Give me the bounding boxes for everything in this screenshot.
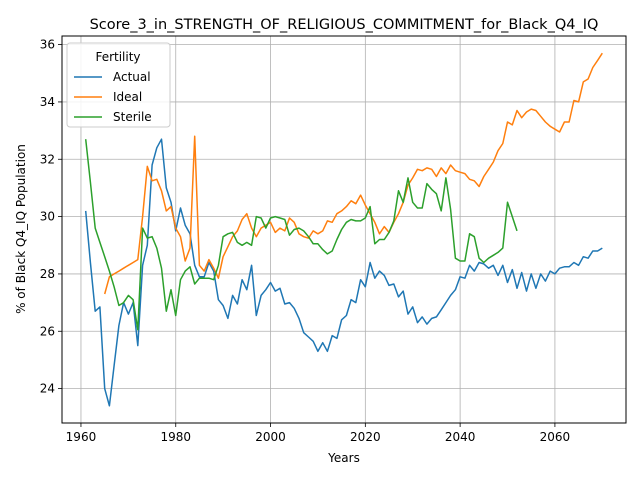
y-tick-label: 30 — [40, 210, 55, 224]
plot-frame — [61, 35, 627, 424]
x-tick-label: 1960 — [66, 430, 97, 444]
axes: 1960 1980 2000 2020 2040 2060 24 26 28 30 32 34 36 — [40, 38, 570, 444]
plot-series — [84, 52, 603, 407]
y-tick-label: 32 — [40, 152, 55, 166]
x-tick-label: 2020 — [350, 430, 381, 444]
y-axis-label: % of Black Q4_IQ Population — [14, 144, 28, 314]
y-tick-label: 24 — [40, 382, 55, 396]
legend: Fertility Actual Ideal Sterile — [66, 42, 171, 128]
y-tick-label: 26 — [40, 324, 55, 338]
x-tick-label: 2040 — [445, 430, 476, 444]
x-tick-label: 2000 — [255, 430, 286, 444]
series-line-sterile — [84, 139, 518, 331]
series-line-ideal — [103, 52, 603, 295]
x-axis-label: Years — [327, 451, 360, 465]
y-tick-label: 34 — [40, 95, 55, 109]
legend-label-sterile: Sterile — [113, 110, 152, 124]
legend-label-actual: Actual — [113, 70, 151, 84]
chart-title: Score_3_in_STRENGTH_OF_RELIGIOUS_COMMITM… — [90, 17, 599, 33]
x-tick-label: 1980 — [160, 430, 191, 444]
legend-box — [66, 42, 171, 128]
legend-label-ideal: Ideal — [113, 90, 142, 104]
y-tick-label: 36 — [40, 38, 55, 52]
x-tick-label: 2060 — [540, 430, 571, 444]
legend-title: Fertility — [95, 50, 140, 64]
y-tick-label: 28 — [40, 267, 55, 281]
